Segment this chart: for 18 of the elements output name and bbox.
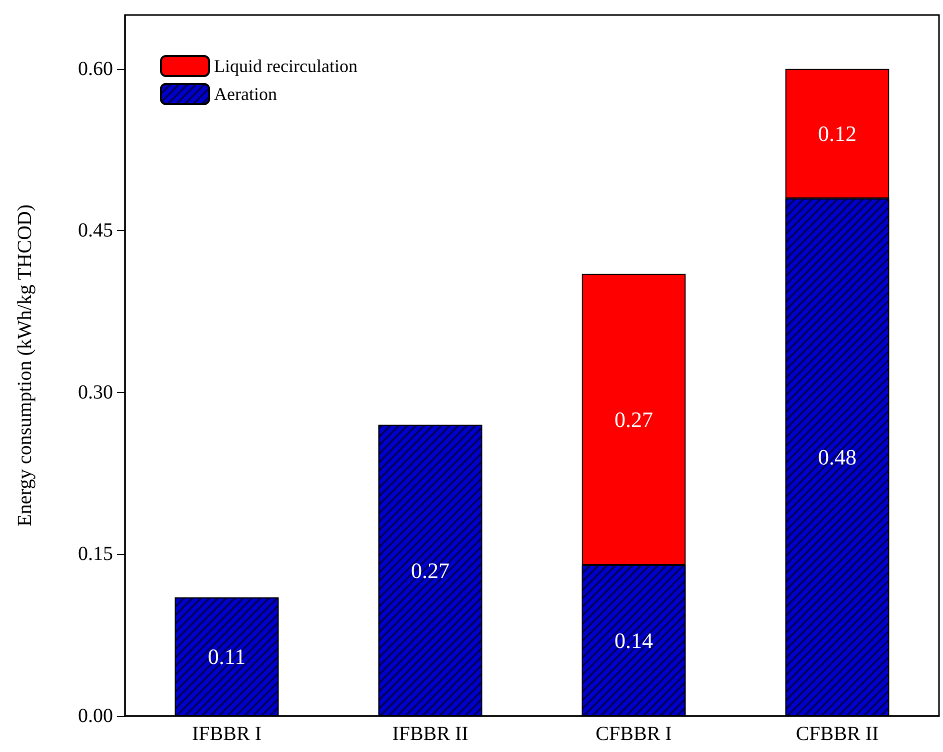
data-label: 0.11 <box>208 644 246 670</box>
y-tick-label: 0.60 <box>78 58 113 80</box>
y-tick-label: 0.00 <box>78 705 113 727</box>
y-axis-title: Energy consumption (kWh/kg THCOD) <box>14 204 36 527</box>
data-label: 0.14 <box>614 628 653 654</box>
data-label: 0.12 <box>818 121 856 146</box>
data-label: 0.27 <box>411 558 450 583</box>
x-tick-label: IFBBR I <box>192 723 262 745</box>
data-label: 0.27 <box>614 406 653 432</box>
y-tick-label: 0.15 <box>78 543 113 566</box>
x-tick-label: IFBBR II <box>392 723 468 745</box>
x-tick-label: CFBBR II <box>796 723 879 745</box>
legend-label: Liquid recirculation <box>214 56 358 76</box>
x-tick-label: CFBBR I <box>596 723 672 745</box>
data-label: 0.48 <box>818 444 856 470</box>
legend-label: Aeration <box>214 84 277 104</box>
y-tick-label: 0.45 <box>78 220 113 242</box>
y-tick-label: 0.30 <box>78 381 113 404</box>
